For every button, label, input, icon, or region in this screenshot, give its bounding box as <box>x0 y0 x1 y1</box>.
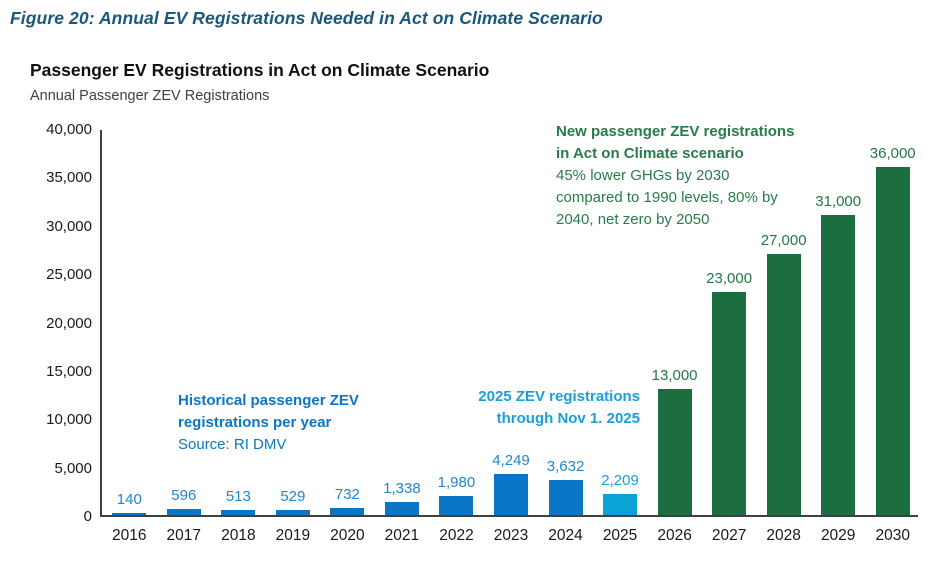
bar-2029 <box>821 215 856 515</box>
bar-value-label-2020: 732 <box>334 485 360 503</box>
bar-value-label-2027: 23,000 <box>706 270 753 288</box>
bar-value-label-2021: 1,338 <box>383 480 421 498</box>
bar-2023 <box>494 473 528 515</box>
annotation-act-on-climate-line: compared to 1990 levels, 80% by <box>556 189 778 206</box>
annotation-act-on-climate-line: 2040, net zero by 2050 <box>556 211 710 228</box>
y-axis-tick-label: 35,000 <box>46 169 92 187</box>
chart-subtitle: Annual Passenger ZEV Registrations <box>30 88 270 104</box>
bar-2025 <box>603 493 638 515</box>
bar-value-label-2022: 1,980 <box>437 473 476 491</box>
annotation-act-on-climate-line: in Act on Climate scenario <box>556 145 744 162</box>
bar-value-label-2016: 140 <box>116 491 142 508</box>
bar-value-label-2019: 529 <box>280 487 306 505</box>
bar-value-label-2018: 513 <box>225 488 251 506</box>
bar-2028 <box>766 253 801 515</box>
x-axis-tick-label: 2029 <box>820 527 856 544</box>
bar-value-label-2028: 27,000 <box>760 231 807 249</box>
bar-value-label-2017: 596 <box>171 487 197 505</box>
annotation-ytd-2025-line: 2025 ZEV registrations <box>478 388 640 405</box>
bar-2020 <box>330 507 365 515</box>
y-axis-tick-label: 40,000 <box>46 121 92 138</box>
bar-2022 <box>439 495 474 515</box>
y-axis-tick-label: 25,000 <box>46 266 92 284</box>
bar-2018 <box>221 510 256 515</box>
figure-title: Figure 20: Annual EV Registrations Neede… <box>10 8 603 28</box>
bar-2030 <box>875 166 910 515</box>
y-axis-tick-label: 0 <box>83 508 92 525</box>
y-axis-tick-label: 5,000 <box>54 459 92 477</box>
x-axis-tick-label: 2021 <box>384 527 420 544</box>
annotation-act-on-climate: New passenger ZEV registrations in Act o… <box>556 121 826 231</box>
y-axis-tick-label: 30,000 <box>46 217 92 235</box>
x-axis-tick-label: 2024 <box>548 527 583 544</box>
bar-2016 <box>112 513 147 515</box>
x-axis-tick-label: 2023 <box>493 527 529 544</box>
bar-value-label-2023: 4,249 <box>492 451 530 469</box>
annotation-ytd-2025-line: through Nov 1. 2025 <box>496 410 640 427</box>
y-axis-tick-label: 20,000 <box>46 314 92 332</box>
bar-value-label-2025: 2,209 <box>601 471 639 489</box>
bar-value-label-2029: 31,000 <box>815 193 862 211</box>
annotation-historical-line: Source: RI DMV <box>178 436 287 453</box>
bar-2019 <box>275 509 310 515</box>
x-axis-tick-label: 2026 <box>657 527 692 544</box>
annotation-ytd-2025: 2025 ZEV registrations through Nov 1. 20… <box>440 386 640 430</box>
x-axis-tick-label: 2020 <box>330 527 365 544</box>
bar-2021 <box>384 502 419 515</box>
y-axis-tick-label: 15,000 <box>46 362 92 380</box>
bar-value-label-2024: 3,632 <box>546 457 585 475</box>
y-axis-tick-label: 10,000 <box>46 411 92 429</box>
chart-title: Passenger EV Registrations in Act on Cli… <box>30 60 490 80</box>
x-axis-tick-label: 2017 <box>166 527 202 544</box>
x-axis-tick-label: 2022 <box>439 527 474 544</box>
x-axis-tick-label: 2028 <box>766 527 801 544</box>
x-axis-tick-label: 2027 <box>711 527 747 544</box>
bar-2026 <box>657 389 692 515</box>
x-axis-tick-label: 2019 <box>275 527 311 544</box>
plot-area: 40,000 35,000 30,000 25,000 20,000 15,000 10,0… <box>46 121 918 544</box>
x-axis-tick-label: 2018 <box>221 527 256 544</box>
bar-2024 <box>548 479 583 515</box>
bar-2027 <box>712 292 747 515</box>
bar-value-label-2026: 13,000 <box>651 367 698 385</box>
annotation-act-on-climate-line: New passenger ZEV registrations <box>556 123 795 140</box>
x-axis-tick-label: 2030 <box>875 527 910 544</box>
x-axis-tick-label: 2025 <box>602 527 638 544</box>
annotation-historical: Historical passenger ZEV registrations p… <box>178 390 408 456</box>
annotation-act-on-climate-line: 45% lower GHGs by 2030 <box>556 167 730 184</box>
x-axis-tick-label: 2016 <box>112 527 147 544</box>
annotation-historical-line: registrations per year <box>178 414 332 431</box>
bar-value-label-2030: 36,000 <box>869 144 916 162</box>
bar-2017 <box>166 509 201 515</box>
annotation-historical-line: Historical passenger ZEV <box>178 392 359 409</box>
